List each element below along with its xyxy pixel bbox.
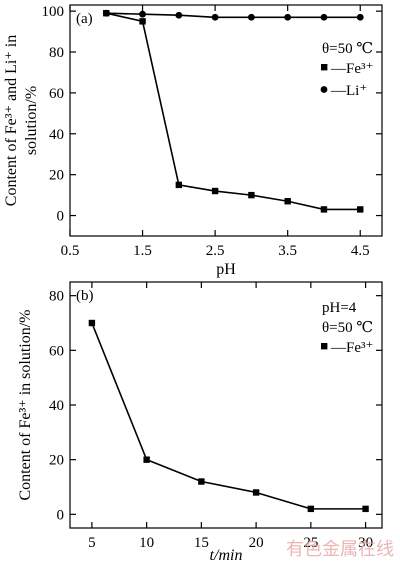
data-point-square [88,319,96,327]
legend-condition: pH=4 [322,300,357,316]
data-point-square [175,181,183,189]
y-tick-label: 60 [49,86,64,102]
y-axis-label: Content of Fe³⁺ in solution/% [17,309,34,500]
data-point-square [357,206,364,213]
legend-condition: θ=50 ℃ [322,320,373,336]
data-point-circle [247,13,255,21]
legend-condition: θ=50 ℃ [322,41,373,57]
legend-marker-square [321,343,328,350]
series-line-1 [91,322,366,510]
y-axis-label: Content of Fe³⁺ and Li⁺ in [3,35,20,206]
legend-entry: —Fe³⁺ [330,340,373,356]
x-tick-label: 0.5 [61,243,80,259]
x-tick-label: 20 [249,535,264,551]
panel-label: (a) [76,11,93,27]
data-point-square [252,489,260,496]
panel-label: (b) [76,288,94,304]
chart-panel-a: 0.5 1.5 2.5 3.5 4.5 0 20 40 60 80 100 (a) pH Content … [3,4,383,278]
data-point-square [284,198,291,205]
x-tick-label: 10 [139,535,154,551]
data-point-square [143,456,150,463]
legend-entry: —Li⁺ [330,83,367,99]
series-line-2 [106,12,361,19]
x-tick-label: 3.5 [278,243,297,259]
y-tick-label: 80 [49,45,64,61]
plot-frame [69,281,383,529]
x-tick-label: 1.5 [133,243,152,259]
legend-marker-circle [320,86,328,93]
data-point-circle [284,13,292,21]
y-tick-label: 60 [49,343,64,359]
y-tick-label: 40 [49,398,64,414]
data-point-circle [102,9,110,17]
x-tick-label: 15 [194,535,209,551]
data-point-square [248,191,255,199]
data-point-square [307,505,315,513]
plot-frame [69,4,383,237]
data-point-square [198,478,205,485]
y-tick-label: 20 [49,453,64,469]
data-point-square [320,206,328,213]
data-point-circle [320,13,328,21]
x-tick-label: 5 [88,535,96,551]
y-tick-label: 40 [49,127,64,143]
y-tick-label: 0 [57,209,65,225]
watermark: 有色金属在线 [286,539,394,560]
x-tick-label: 2.5 [206,243,225,259]
data-point-square [362,505,369,513]
data-point-circle [356,13,364,21]
x-axis-label: t/min [210,547,243,564]
data-point-square [139,18,146,25]
x-axis-label: pH [216,261,236,278]
series-line-1 [106,12,361,211]
legend-entry: —Fe³⁺ [330,61,373,77]
legend-marker-square [321,64,328,71]
y-tick-label: 0 [57,507,65,523]
data-point-circle [175,11,183,19]
data-point-circle [211,13,219,21]
x-tick-label: 30 [358,535,373,551]
chart-panel-b: 5 10 15 20 25 30 0 20 40 60 80 (b) t/min Content of F… [17,281,383,564]
y-tick-label: 100 [42,4,65,20]
x-tick-label: 4.5 [351,243,370,259]
y-tick-label: 20 [49,168,64,184]
x-tick-label: 25 [303,535,318,551]
y-tick-label: 80 [49,289,64,305]
data-point-square [211,187,219,195]
y-axis-label: solution/% [23,86,40,155]
data-point-circle [139,10,146,18]
